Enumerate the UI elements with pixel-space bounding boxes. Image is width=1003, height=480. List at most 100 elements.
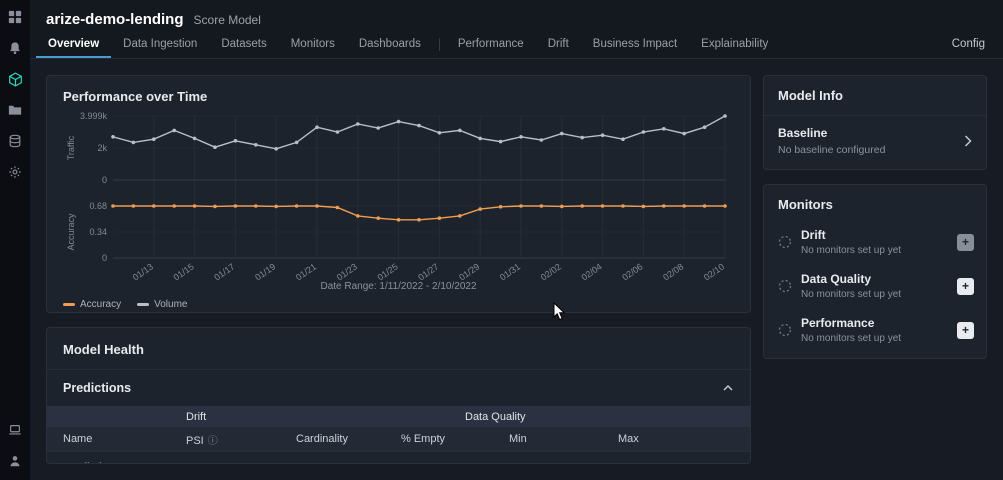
cell-feature-name: prediction score numeric xyxy=(47,460,186,463)
tab-dashboards[interactable]: Dashboards xyxy=(358,38,421,50)
tab-performance[interactable]: Performance xyxy=(457,38,524,50)
table-column-header-row: Name PSI ⓘ Cardinality % Empty Min Max xyxy=(47,427,750,451)
svg-text:02/08: 02/08 xyxy=(661,261,685,280)
main-area: arize-demo-lending Score Model Overview … xyxy=(30,0,1003,480)
tab-data-ingestion[interactable]: Data Ingestion xyxy=(123,38,198,50)
svg-text:01/27: 01/27 xyxy=(416,261,440,280)
add-drift-monitor-button[interactable]: + xyxy=(957,233,974,251)
table-row[interactable]: prediction score numeric -- -- 0.0% 0 1 … xyxy=(47,451,750,463)
performance-chart: 01/13 01/15 01/17 01/19 01/21 01/23 01/25 01/27… xyxy=(66,111,727,280)
svg-text:Traffic: Traffic xyxy=(66,135,76,160)
monitor-drift-label: Drift xyxy=(801,228,826,242)
chevron-up-icon[interactable] xyxy=(722,384,734,392)
svg-text:02/10: 02/10 xyxy=(702,261,726,280)
baseline-row[interactable]: Baseline No baseline configured xyxy=(764,115,986,169)
tab-monitors[interactable]: Monitors xyxy=(290,38,335,50)
col-header-psi: PSI ⓘ xyxy=(186,434,218,447)
left-column: Performance over Time 01/13 01/15 01/17 01/… xyxy=(46,75,751,464)
monitor-data-quality-status: No monitors set up yet xyxy=(801,289,902,300)
monitor-row-drift: Drift No monitors set up yet + xyxy=(764,220,986,264)
tab-bar: Overview Data Ingestion Datasets Monitor… xyxy=(30,31,1003,59)
config-link[interactable]: Config xyxy=(951,38,985,50)
add-performance-monitor-button[interactable]: + xyxy=(957,321,974,339)
svg-text:01/15: 01/15 xyxy=(172,261,196,280)
legend-item-accuracy[interactable]: Accuracy xyxy=(63,299,121,310)
svg-text:02/06: 02/06 xyxy=(620,261,644,280)
model-health-card: Model Health Predictions Drift Data Qual… xyxy=(46,327,751,464)
model-info-title: Model Info xyxy=(778,88,843,103)
monitor-status-icon xyxy=(778,323,792,337)
svg-text:0: 0 xyxy=(102,175,107,185)
predictions-table: Drift Data Quality Name PSI ⓘ Cardinality… xyxy=(47,406,750,463)
date-range-caption: Date Range: 1/11/2022 - 2/10/2022 xyxy=(320,281,477,292)
model-header: arize-demo-lending Score Model xyxy=(30,0,1003,31)
account-user-icon[interactable] xyxy=(0,450,30,472)
monitor-row-performance: Performance No monitors set up yet + xyxy=(764,308,986,352)
col-header-max: Max xyxy=(618,433,639,445)
sidebar-bottom xyxy=(0,419,30,480)
monitors-card: Monitors Drift No monitors set up yet + … xyxy=(763,184,987,359)
svg-text:01/21: 01/21 xyxy=(294,261,318,280)
apps-grid-icon[interactable] xyxy=(0,6,30,28)
col-header-min: Min xyxy=(509,433,527,445)
predictions-section-toggle[interactable]: Predictions xyxy=(47,369,750,406)
monitor-status-icon xyxy=(778,235,792,249)
predictions-section-label: Predictions xyxy=(63,381,132,395)
group-header-drift: Drift xyxy=(186,410,207,423)
svg-text:01/17: 01/17 xyxy=(212,261,236,280)
monitors-title: Monitors xyxy=(778,197,833,212)
tab-business-impact[interactable]: Business Impact xyxy=(592,38,678,50)
resource-center-icon[interactable] xyxy=(0,419,30,441)
content-area: Performance over Time 01/13 01/15 01/17 01/… xyxy=(30,59,1003,480)
legend-swatch-volume xyxy=(137,303,150,306)
svg-text:0.34: 0.34 xyxy=(89,227,107,237)
monitor-drift-status: No monitors set up yet xyxy=(801,245,902,256)
legend-label-accuracy: Accuracy xyxy=(80,299,122,310)
info-icon[interactable]: ⓘ xyxy=(207,435,218,447)
model-info-card: Model Info Baseline No baseline configur… xyxy=(763,75,987,170)
model-title: arize-demo-lending xyxy=(46,11,184,28)
chart-legend: Accuracy Volume xyxy=(63,299,734,310)
performance-card-title: Performance over Time xyxy=(63,89,208,104)
svg-text:2k: 2k xyxy=(97,143,107,153)
right-column: Model Info Baseline No baseline configur… xyxy=(763,75,987,464)
legend-item-volume[interactable]: Volume xyxy=(137,299,187,310)
svg-text:0.68: 0.68 xyxy=(89,201,107,211)
tab-drift[interactable]: Drift xyxy=(547,38,569,50)
svg-text:01/19: 01/19 xyxy=(253,261,277,280)
models-cube-icon[interactable] xyxy=(0,68,30,90)
monitor-performance-label: Performance xyxy=(801,316,875,330)
performance-over-time-card: Performance over Time 01/13 01/15 01/17 01/… xyxy=(46,75,751,313)
svg-text:Accuracy: Accuracy xyxy=(66,213,76,251)
col-header-cardinality: Cardinality xyxy=(296,433,348,445)
folders-icon[interactable] xyxy=(0,99,30,121)
add-data-quality-monitor-button[interactable]: + xyxy=(957,277,974,295)
settings-gear-icon[interactable] xyxy=(0,161,30,183)
monitor-row-data-quality: Data Quality No monitors set up yet + xyxy=(764,264,986,308)
svg-text:3.999k: 3.999k xyxy=(80,111,108,121)
sidebar xyxy=(0,0,30,480)
tab-divider xyxy=(438,38,440,51)
tab-overview[interactable]: Overview xyxy=(36,31,112,58)
tab-datasets[interactable]: Datasets xyxy=(221,38,267,50)
datasets-icon[interactable] xyxy=(0,130,30,152)
tab-explainability[interactable]: Explainability xyxy=(701,38,769,50)
svg-text:01/13: 01/13 xyxy=(131,261,155,280)
legend-label-volume: Volume xyxy=(154,299,188,310)
chevron-right-icon[interactable] xyxy=(964,135,972,147)
svg-text:01/31: 01/31 xyxy=(498,261,522,280)
baseline-label: Baseline xyxy=(778,126,828,140)
model-health-title: Model Health xyxy=(63,342,144,357)
legend-swatch-accuracy xyxy=(63,303,75,306)
svg-text:0: 0 xyxy=(102,253,107,263)
svg-text:02/04: 02/04 xyxy=(580,261,604,280)
notifications-bell-icon[interactable] xyxy=(0,37,30,59)
baseline-status: No baseline configured xyxy=(778,144,886,156)
svg-text:01/23: 01/23 xyxy=(335,261,359,280)
svg-text:02/02: 02/02 xyxy=(539,261,563,280)
table-group-header-row: Drift Data Quality xyxy=(47,406,750,427)
col-header-pct-empty: % Empty xyxy=(401,433,446,445)
monitor-performance-status: No monitors set up yet xyxy=(801,333,902,344)
group-header-data-quality: Data Quality xyxy=(465,410,526,423)
